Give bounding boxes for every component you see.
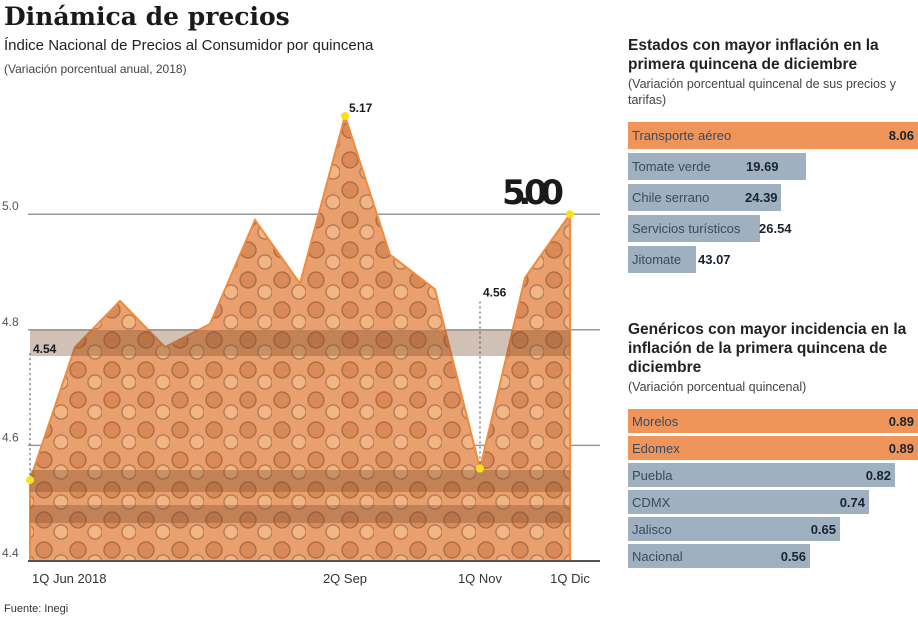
bar: Puebla 0.82 [628, 463, 895, 487]
data-label: 4.56 [483, 286, 507, 300]
data-point-marker [26, 476, 34, 485]
texture-band [30, 505, 570, 523]
area-series [29, 112, 571, 562]
bar: Nacional 0.56 [628, 544, 810, 568]
bar: Chile serrano 24.39 [628, 184, 781, 211]
data-point-marker [566, 210, 574, 219]
texture-band [30, 330, 570, 356]
bar-label: Edomex [632, 440, 680, 456]
bar: Jitomate 43.07 [628, 246, 731, 273]
bar-label: Transporte aéreo [632, 128, 732, 143]
y-tick-label: 4.4 [2, 546, 19, 560]
panel-note: (Variación porcentual quincenal) [628, 380, 807, 394]
bar-value: 0.56 [780, 548, 806, 564]
bar-label: Morelos [632, 413, 679, 429]
bar-value: 43.07 [698, 252, 731, 267]
bar-label: Servicios turísticos [632, 221, 741, 236]
bar-value: 26.54 [759, 221, 792, 236]
price-index-area-chart: 4.4 4.6 4.8 5.0 4.54 5.17 4.56 5.00 1Q Jun 2018 2… [2, 101, 600, 586]
bar-label: Nacional [632, 548, 683, 564]
data-point-marker [341, 111, 349, 120]
bar-value: 24.39 [745, 190, 778, 205]
x-tick-label: 1Q Nov [458, 571, 503, 586]
bar-label: Puebla [632, 467, 673, 483]
bar: CDMX 0.74 [628, 490, 869, 514]
panel-title: Estados con mayor inflación en la primer… [628, 37, 879, 73]
panel-generics: Genéricos con mayor incidencia en la inf… [628, 320, 918, 571]
bar-value: 0.89 [888, 413, 914, 429]
bar-list: Morelos 0.89 Edomex 0.89 Puebla 0.82 CDMX 0.74 J… [628, 409, 918, 568]
data-point-marker [476, 464, 484, 473]
data-label: 5.17 [349, 101, 373, 115]
bar: Jalisco 0.65 [628, 517, 840, 541]
bar: Edomex 0.89 [628, 436, 918, 460]
bar: Morelos 0.89 [628, 409, 918, 433]
chart-title: Dinámica de precios [4, 2, 290, 31]
data-label: 4.54 [33, 342, 57, 356]
panel-title: Genéricos con mayor incidencia en la inf… [628, 321, 907, 376]
x-tick-label: 2Q Sep [323, 571, 367, 586]
bar-label: Tomate verde [632, 159, 711, 174]
data-label: 5.00 [502, 173, 564, 213]
bar-value: 0.65 [810, 521, 836, 537]
panel-states: Estados con mayor inflación en la primer… [628, 36, 918, 277]
bar: Servicios turísticos 26.54 [628, 215, 792, 242]
bar-label: CDMX [632, 494, 671, 510]
bar-label: Jitomate [632, 252, 682, 267]
source-note: Fuente: Inegi [4, 603, 69, 615]
texture-band [30, 470, 570, 492]
bar: Transporte aéreo 8.06 [628, 122, 918, 149]
y-tick-label: 4.6 [2, 430, 19, 444]
bar-value: 0.74 [839, 494, 865, 510]
bar-value: 19.69 [746, 159, 779, 174]
x-tick-label: 1Q Jun 2018 [32, 571, 106, 586]
chart-subtitle: Índice Nacional de Precios al Consumidor… [4, 37, 374, 54]
bar-value: 0.89 [888, 440, 914, 456]
bar-value: 0.82 [865, 467, 891, 483]
bar-list: Transporte aéreo 8.06 Tomate verde 19.69 Chi… [628, 122, 918, 273]
bar-label: Chile serrano [632, 190, 710, 205]
panel-note: (Variación porcentual quincenal de sus p… [628, 77, 896, 107]
bar-label: Jalisco [632, 521, 672, 537]
chart-note: (Variación porcentual anual, 2018) [4, 62, 187, 76]
y-tick-label: 4.8 [2, 315, 19, 329]
bar-value: 8.06 [888, 128, 914, 143]
bar: Tomate verde 19.69 [628, 153, 806, 180]
x-tick-label: 1Q Dic [550, 571, 590, 586]
y-tick-label: 5.0 [2, 199, 19, 213]
